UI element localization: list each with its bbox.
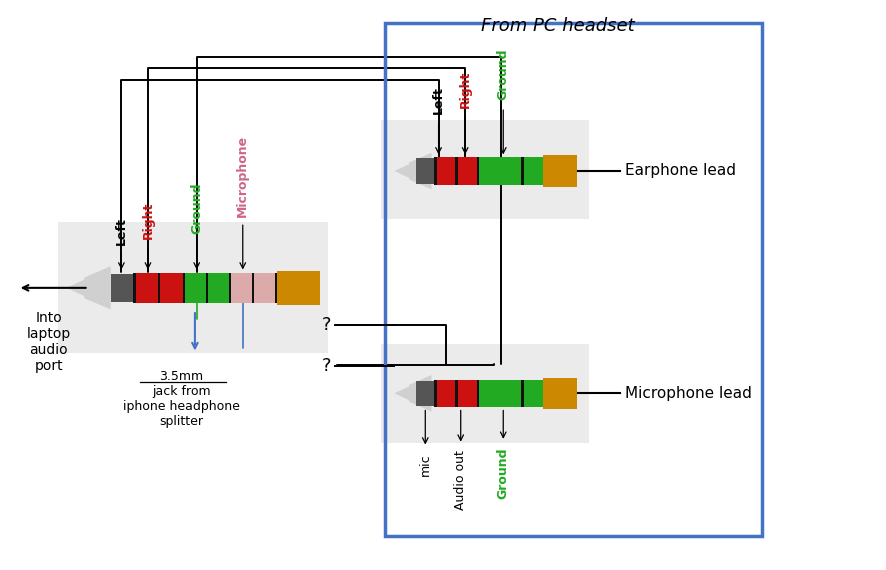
Text: Right: Right	[142, 202, 154, 239]
Bar	[416, 381, 436, 406]
Bar	[111, 274, 136, 302]
Bar	[381, 344, 589, 443]
Bar	[434, 157, 437, 185]
Text: Ground: Ground	[497, 447, 509, 499]
Text: Ground: Ground	[497, 48, 509, 100]
Text: mic: mic	[419, 453, 431, 476]
Bar	[431, 159, 445, 183]
Bar	[477, 157, 479, 185]
Text: Into
laptop
audio
port: Into laptop audio port	[27, 311, 71, 373]
Polygon shape	[409, 153, 431, 189]
Bar	[229, 273, 231, 303]
Bar	[479, 380, 524, 407]
Polygon shape	[84, 266, 111, 310]
Bar	[277, 271, 320, 305]
Bar	[136, 273, 160, 303]
Text: 3.5mm
jack from
iphone headphone
splitter: 3.5mm jack from iphone headphone splitte…	[123, 370, 240, 428]
Bar	[231, 273, 254, 303]
Text: Right: Right	[459, 71, 471, 108]
Bar	[543, 155, 577, 187]
Bar	[524, 380, 546, 407]
Bar	[133, 273, 136, 303]
Bar	[275, 273, 277, 303]
Bar	[185, 273, 208, 303]
Text: Ground: Ground	[190, 182, 203, 234]
Bar	[431, 381, 445, 405]
Bar	[416, 158, 436, 184]
Bar	[111, 274, 124, 302]
Bar	[206, 273, 208, 303]
Bar	[458, 157, 479, 185]
Bar	[252, 273, 254, 303]
Bar	[160, 273, 185, 303]
Bar	[208, 273, 231, 303]
Polygon shape	[66, 278, 89, 298]
Text: Microphone lead: Microphone lead	[625, 386, 751, 401]
Bar	[543, 378, 577, 409]
Bar	[254, 273, 277, 303]
Bar	[455, 380, 458, 407]
Bar	[521, 157, 524, 185]
Polygon shape	[394, 385, 413, 402]
Text: Microphone: Microphone	[237, 135, 249, 217]
Text: ?: ?	[322, 316, 330, 334]
Polygon shape	[394, 162, 413, 180]
Polygon shape	[409, 375, 431, 412]
Text: Left: Left	[432, 86, 445, 114]
Bar	[385, 23, 762, 536]
Bar	[183, 273, 185, 303]
Bar	[524, 157, 546, 185]
Bar	[434, 380, 437, 407]
Bar	[479, 157, 524, 185]
Bar	[437, 157, 458, 185]
Bar	[437, 380, 458, 407]
Text: Earphone lead: Earphone lead	[625, 164, 735, 178]
Bar	[455, 157, 458, 185]
Bar	[158, 273, 160, 303]
Text: ?: ?	[322, 357, 330, 375]
Bar	[58, 222, 328, 353]
Bar	[381, 120, 589, 219]
Bar	[477, 380, 479, 407]
Text: Audio out: Audio out	[455, 450, 467, 510]
Bar	[458, 380, 479, 407]
Text: Left: Left	[115, 217, 128, 245]
Bar	[521, 380, 524, 407]
Text: From PC headset: From PC headset	[481, 17, 635, 35]
